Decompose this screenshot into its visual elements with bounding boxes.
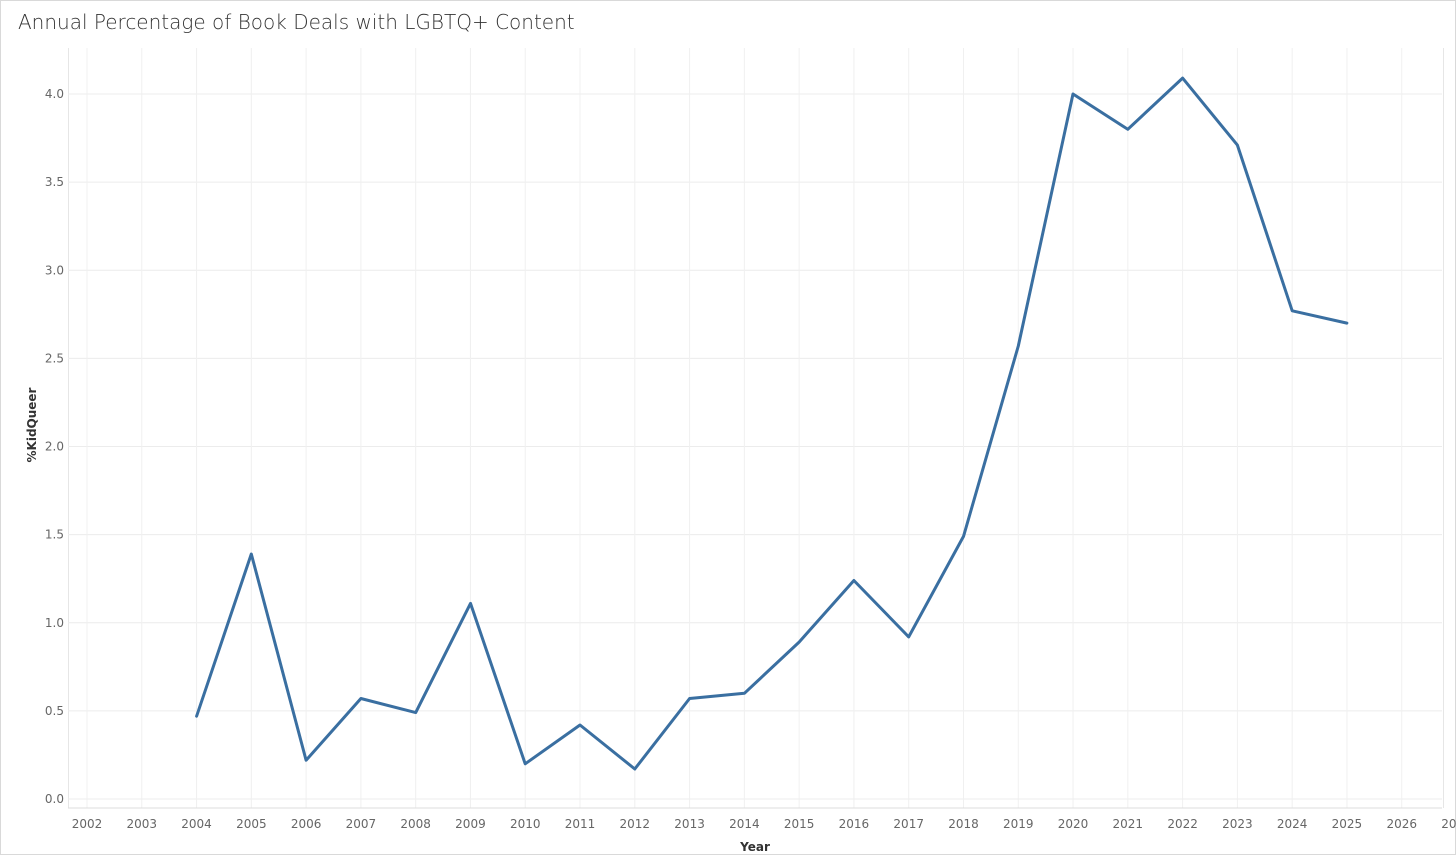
y-tick-label: 1.0 [45,616,64,630]
x-tick-label: 2005 [236,817,267,831]
x-tick-label: 2015 [784,817,815,831]
data-point [961,534,965,538]
y-tick-label: 1.5 [45,528,64,542]
x-tick-label: 2013 [674,817,705,831]
x-tick-label: 2022 [1167,817,1198,831]
data-point [797,640,801,644]
data-point [852,578,856,582]
data-point [414,711,418,715]
x-tick-label: 2008 [400,817,431,831]
data-point [523,762,527,766]
x-tick-label: 2004 [181,817,212,831]
data-point [468,601,472,605]
x-tick-label: 2027 [1441,817,1456,831]
x-tick-label: 2014 [729,817,760,831]
x-tick-label: 2012 [620,817,651,831]
data-point [1016,344,1020,348]
plot-area [68,48,1444,808]
y-tick-label: 2.5 [45,351,64,365]
y-tick-label: 3.5 [45,175,64,189]
x-tick-label: 2018 [948,817,979,831]
x-tick-label: 2017 [893,817,924,831]
data-point [578,723,582,727]
x-tick-label: 2023 [1222,817,1253,831]
data-point [633,767,637,771]
x-tick-label: 2011 [565,817,596,831]
data-point [907,635,911,639]
x-tick-label: 2026 [1386,817,1417,831]
x-tick-label: 2019 [1003,817,1034,831]
data-point [359,697,363,701]
y-tick-label: 0.0 [45,792,64,806]
y-tick-label: 2.0 [45,440,64,454]
x-tick-label: 2016 [839,817,870,831]
x-tick-label: 2020 [1058,817,1089,831]
x-tick-label: 2025 [1332,817,1363,831]
x-tick-label: 2024 [1277,817,1308,831]
data-point [688,697,692,701]
y-tick-label: 0.5 [45,704,64,718]
x-tick-label: 2009 [455,817,486,831]
series-line [195,76,1349,771]
y-axis-title: %KidQueer [25,387,39,462]
y-tick-label: 4.0 [45,87,64,101]
data-point [1126,127,1130,131]
x-axis-title: Year [739,840,770,854]
x-tick-label: 2021 [1113,817,1144,831]
data-point [195,714,199,718]
data-point [1235,143,1239,147]
chart-title: Annual Percentage of Book Deals with LGB… [18,10,575,34]
x-tick-label: 2003 [127,817,158,831]
x-tick-label: 2007 [346,817,377,831]
data-point [742,691,746,695]
y-tick-label: 3.0 [45,263,64,277]
x-tick-label: 2010 [510,817,541,831]
x-tick-label: 2006 [291,817,322,831]
data-point [304,758,308,762]
data-point [1181,76,1185,80]
data-point [1290,309,1294,313]
data-point [1071,92,1075,96]
data-point [1345,321,1349,325]
x-tick-label: 2002 [72,817,103,831]
data-point [249,552,253,556]
